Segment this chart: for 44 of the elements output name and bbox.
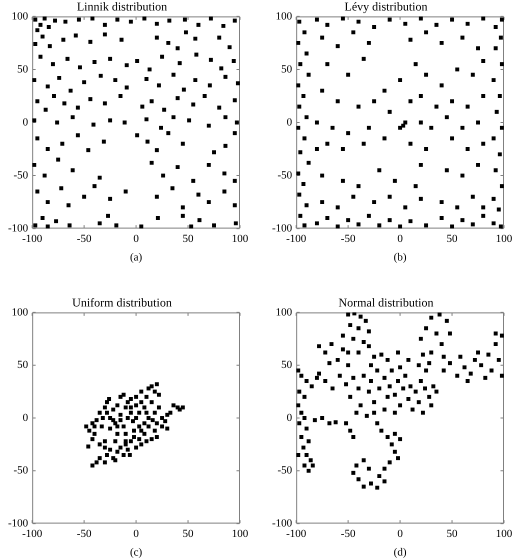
y-tick-label: 0 [22, 412, 29, 424]
x-tick-label: -50 [340, 233, 356, 246]
x-tick-label: 0 [133, 528, 140, 540]
x-tick-label: 100 [232, 233, 249, 246]
x-tick-label: -50 [76, 528, 92, 540]
y-tick-label: 0 [22, 116, 29, 128]
x-axis-title: (d) [394, 546, 407, 558]
x-tick-label: 100 [496, 233, 513, 246]
x-tick-label: 0 [397, 528, 404, 540]
x-tick-label: 0 [133, 233, 140, 246]
y-tick-label: -100 [272, 517, 293, 530]
y-tick-label: 50 [281, 359, 293, 372]
y-tick-label: 100 [276, 306, 293, 318]
y-tick-label: -50 [277, 169, 293, 182]
y-tick-label: 100 [276, 10, 293, 22]
y-tick-label: 50 [17, 63, 29, 76]
y-tick-label: 50 [17, 359, 29, 372]
x-tick-label: -50 [76, 233, 92, 246]
chart-title: Uniform distribution [72, 295, 172, 310]
x-tick-label: -50 [340, 528, 356, 540]
y-tick-label: -100 [8, 517, 29, 530]
x-tick-label: 100 [496, 528, 513, 540]
y-tick-label: -50 [13, 464, 29, 477]
chart-title: Lévy distribution [344, 0, 428, 14]
x-axis-title: (c) [130, 546, 143, 558]
y-tick-label: 0 [286, 412, 293, 424]
y-tick-label: 100 [12, 10, 29, 22]
x-tick-label: 50 [446, 233, 458, 246]
x-tick-label: 0 [397, 233, 404, 246]
y-tick-label: -100 [8, 222, 29, 234]
y-tick-label: 100 [12, 306, 29, 318]
x-axis-title: (b) [394, 251, 407, 264]
y-tick-label: -50 [277, 464, 293, 477]
x-tick-label: 50 [182, 233, 194, 246]
x-tick-label: 50 [182, 528, 194, 540]
y-tick-label: 50 [281, 63, 293, 76]
x-tick-label: 50 [446, 528, 458, 540]
x-tick-label: 100 [232, 528, 249, 540]
chart-title: Linnik distribution [76, 0, 168, 14]
x-axis-title: (a) [130, 251, 143, 264]
chart-title: Normal distribution [338, 295, 434, 310]
y-tick-label: -50 [13, 169, 29, 182]
y-tick-label: -100 [272, 222, 293, 234]
y-tick-label: 0 [286, 116, 293, 128]
